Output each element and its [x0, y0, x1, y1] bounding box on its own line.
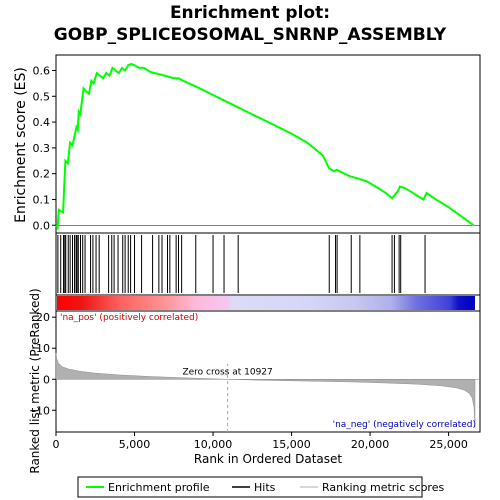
title-line-1: Enrichment plot: [169, 3, 331, 23]
enrichment-profile-line [55, 62, 475, 231]
x-axis-label: Rank in Ordered Dataset [194, 452, 342, 466]
es-plot-frame [55, 54, 481, 234]
legend-item-label: Ranking metric scores [322, 481, 444, 494]
positive-correlation-label: 'na_pos' (positively correlated) [60, 313, 198, 323]
rank-bar-gradient [57, 296, 475, 310]
es-y-tick-label: 0.3 [33, 142, 51, 155]
es-y-tick-label: 0.5 [33, 90, 51, 103]
es-y-axis-label: Enrichment score (ES) [13, 67, 29, 223]
metric-y-axis-label: Ranked list metric (PreRanked) [28, 288, 42, 473]
es-y-tick-label: 0.1 [33, 193, 51, 206]
legend: Enrichment profile Hits Ranking metric sco… [77, 476, 444, 498]
es-y-tick-label: 0.2 [33, 168, 51, 181]
x-tick-label: 10,000 [194, 438, 233, 451]
hits-marks [57, 235, 426, 293]
metric-y-tick-label: 0 [43, 373, 50, 386]
es-y-axis: 0.0 0.1 0.2 0.3 0.4 0.5 0.6 [33, 64, 56, 232]
es-y-tick-label: 0.6 [33, 64, 51, 77]
metric-x-axis: 0 5,000 10,000 15,000 20,000 25,000 [53, 432, 468, 451]
zero-cross-label: Zero cross at 10927 [182, 367, 272, 377]
title-line-2: GOBP_SPLICEOSOMAL_SNRNP_ASSEMBLY [53, 25, 447, 45]
hits-frame [55, 232, 481, 296]
x-tick-label: 5,000 [119, 438, 151, 451]
ranking-metric-area [55, 352, 476, 428]
es-y-tick-label: 0.0 [33, 219, 51, 232]
metric-y-tick-label: 20 [36, 311, 50, 324]
x-tick-label: 25,000 [429, 438, 468, 451]
x-tick-label: 15,000 [272, 438, 311, 451]
es-y-tick-label: 0.4 [33, 116, 51, 129]
metric-y-tick-label: -10 [32, 404, 50, 417]
hits-panel [55, 232, 481, 296]
x-tick-label: 0 [53, 438, 60, 451]
chart-title: Enrichment plot: GOBP_SPLICEOSOMAL_SNRNP… [0, 2, 500, 46]
negative-correlation-label: 'na_neg' (negatively correlated) [333, 420, 476, 430]
x-tick-label: 20,000 [351, 438, 390, 451]
metric-y-tick-label: 10 [36, 342, 50, 355]
es-panel: 0.0 0.1 0.2 0.3 0.4 0.5 0.6 Enrichment score (… [13, 54, 481, 234]
metric-y-axis: -10 0 10 20 [32, 311, 56, 417]
metric-panel: Zero cross at 10927 'na_pos' (positively… [28, 288, 481, 474]
rank-color-bar [55, 294, 481, 312]
legend-item-label: Enrichment profile [108, 481, 210, 494]
metric-plot-frame [55, 310, 481, 433]
legend-item-label: Hits [254, 481, 276, 494]
